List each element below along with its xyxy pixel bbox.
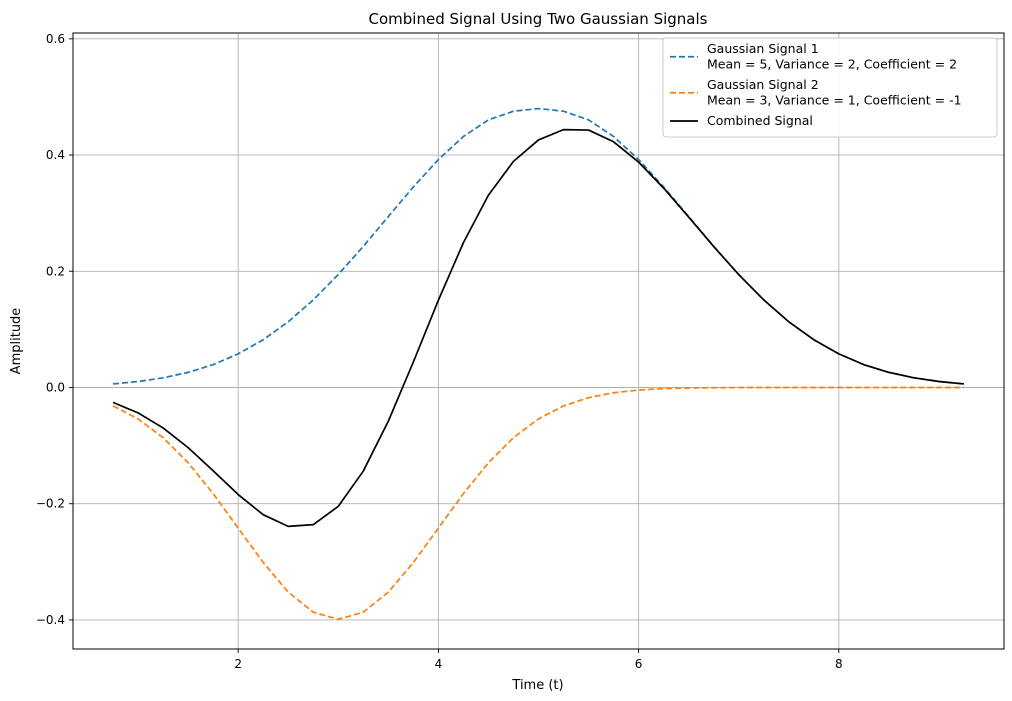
legend-label: Gaussian Signal 1 <box>707 41 819 56</box>
legend-label: Gaussian Signal 2 <box>707 77 819 92</box>
series-line-3 <box>112 128 965 528</box>
y-tick-label: 0.2 <box>46 264 65 278</box>
y-tick-label: −0.4 <box>36 613 65 627</box>
y-tick-label: 0.4 <box>46 148 65 162</box>
y-tick-label: 0.6 <box>46 32 65 46</box>
x-tick-label: 8 <box>835 657 843 671</box>
y-tick-label: −0.2 <box>36 497 65 511</box>
legend-box <box>662 37 998 138</box>
plot-frame <box>72 32 1005 650</box>
x-tick-label: 6 <box>635 657 643 671</box>
y-axis-title: Amplitude <box>9 308 24 375</box>
series-line-2 <box>112 386 964 621</box>
x-tick-label: 4 <box>435 657 443 671</box>
x-tick-label: 2 <box>234 657 242 671</box>
y-tick-label: 0.0 <box>46 380 65 394</box>
x-axis-title: Time (t) <box>511 678 563 693</box>
legend-label: Mean = 5, Variance = 2, Coefficient = 2 <box>707 57 957 72</box>
ticks: 2 4 6 8 −0.4 −0.2 0.0 0.2 0.4 0.6 <box>36 32 843 671</box>
series-layer <box>112 107 965 621</box>
legend-label: Combined Signal <box>707 113 813 128</box>
legend-label: Mean = 3, Variance = 1, Coefficient = -1 <box>707 93 962 108</box>
chart-title: Combined Signal Using Two Gaussian Signa… <box>369 10 708 28</box>
